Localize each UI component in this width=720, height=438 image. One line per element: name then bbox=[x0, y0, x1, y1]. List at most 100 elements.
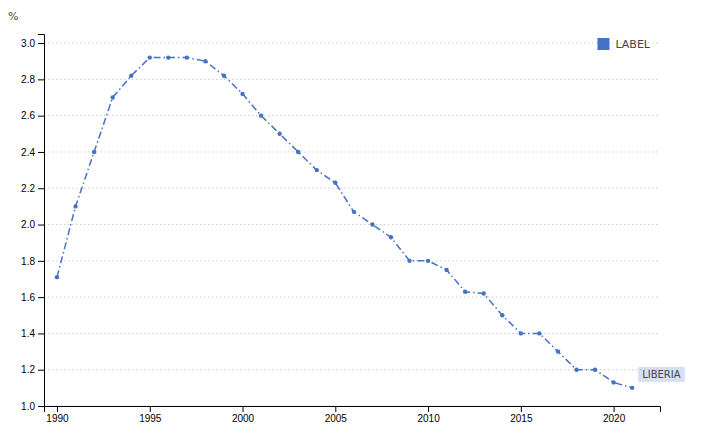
x-tick-label: 2000 bbox=[232, 413, 255, 424]
y-tick-label: 1.6 bbox=[21, 292, 35, 303]
grid-line bbox=[44, 188, 660, 189]
y-tick-mark bbox=[38, 188, 44, 189]
y-tick-label: 2.8 bbox=[21, 74, 35, 85]
point bbox=[296, 150, 300, 154]
x-tick-mark bbox=[428, 406, 429, 412]
point bbox=[259, 113, 263, 117]
y-tick-label: 2.2 bbox=[21, 183, 35, 194]
x-tick: 2010 bbox=[417, 406, 440, 424]
annotation-box bbox=[638, 367, 685, 382]
point bbox=[426, 259, 430, 263]
point bbox=[537, 331, 541, 335]
y-tick: 2.8 bbox=[21, 74, 44, 85]
point bbox=[277, 132, 281, 136]
x-tick-mark bbox=[335, 406, 336, 412]
y-tick: 1.0 bbox=[21, 401, 44, 412]
y-tick-mark bbox=[38, 152, 44, 153]
y-tick-label: 1.2 bbox=[21, 364, 35, 375]
legend-label: LABEL bbox=[615, 38, 650, 51]
x-tick: 2000 bbox=[232, 406, 255, 424]
legend-swatch bbox=[597, 38, 609, 50]
y-tick-label: 2.6 bbox=[21, 110, 35, 121]
point bbox=[389, 235, 393, 239]
y-tick: 1.2 bbox=[21, 364, 44, 375]
point bbox=[222, 74, 226, 78]
x-tick: 1990 bbox=[46, 406, 69, 424]
y-tick-label: 2.0 bbox=[21, 219, 35, 230]
point bbox=[240, 92, 244, 96]
x-tick-mark bbox=[57, 406, 58, 412]
point bbox=[148, 55, 152, 59]
point bbox=[73, 204, 77, 208]
y-tick-mark bbox=[38, 333, 44, 334]
y-tick-label: 1.0 bbox=[21, 401, 35, 412]
y-tick: 2.6 bbox=[21, 110, 44, 121]
point bbox=[611, 380, 615, 384]
x-tick-mark bbox=[521, 406, 522, 412]
chart: 1990 1995 2000 2005 2010 2015 2020 1.0 1.2 1.4 1.6… bbox=[0, 0, 720, 438]
y-tick: 1.6 bbox=[21, 292, 44, 303]
x-tick: 1995 bbox=[139, 406, 162, 424]
x-tick-label: 2015 bbox=[510, 413, 533, 424]
plot: 1990 1995 2000 2005 2010 2015 2020 1.0 1.2 1.4 1.6… bbox=[8, 10, 685, 424]
x-tick-mark bbox=[150, 406, 151, 412]
point bbox=[556, 349, 560, 353]
x-tick-label: 1995 bbox=[139, 413, 162, 424]
y-tick: 3.0 bbox=[21, 38, 44, 49]
point bbox=[203, 59, 207, 63]
point bbox=[630, 386, 634, 390]
y-tick: 2.2 bbox=[21, 183, 44, 194]
annotation: LIBERIA bbox=[638, 367, 685, 382]
y-tick: 2.4 bbox=[21, 147, 44, 158]
y-tick: 1.4 bbox=[21, 328, 44, 339]
y-tick-mark bbox=[38, 79, 44, 80]
y-axis-label: % bbox=[8, 10, 18, 23]
point bbox=[110, 95, 114, 99]
x-tick-mark bbox=[614, 406, 615, 412]
y-tick-label: 1.4 bbox=[21, 328, 35, 339]
x-tick-label: 2020 bbox=[603, 413, 626, 424]
grid-line bbox=[44, 43, 660, 44]
point bbox=[519, 331, 523, 335]
point bbox=[166, 55, 170, 59]
point bbox=[333, 181, 337, 185]
marks bbox=[55, 55, 635, 390]
grid-line bbox=[44, 333, 660, 334]
y-tick-mark bbox=[38, 406, 44, 407]
y-tick-mark bbox=[38, 43, 44, 44]
point bbox=[574, 368, 578, 372]
point bbox=[482, 291, 486, 295]
grid-line bbox=[44, 260, 660, 261]
point bbox=[407, 259, 411, 263]
grid-line bbox=[44, 369, 660, 370]
y-tick-mark bbox=[38, 116, 44, 117]
point bbox=[500, 313, 504, 317]
x-axis-line bbox=[45, 407, 661, 413]
x-tick-label: 1990 bbox=[46, 413, 69, 424]
point bbox=[315, 168, 319, 172]
point bbox=[593, 368, 597, 372]
y-tick-label: 1.8 bbox=[21, 256, 35, 267]
legend: LABEL bbox=[597, 38, 650, 51]
x-tick-mark bbox=[243, 406, 244, 412]
y-tick-mark bbox=[38, 370, 44, 371]
x-tick: 2005 bbox=[325, 406, 348, 424]
y-tick: 1.8 bbox=[21, 256, 44, 267]
point bbox=[463, 289, 467, 293]
y-axis-line bbox=[38, 35, 45, 407]
x-tick: 2020 bbox=[603, 406, 626, 424]
series-line bbox=[57, 58, 632, 388]
point bbox=[92, 150, 96, 154]
x-axis: 1990 1995 2000 2005 2010 2015 2020 bbox=[45, 406, 661, 424]
point bbox=[185, 55, 189, 59]
annotation-text: LIBERIA bbox=[642, 369, 681, 380]
x-tick: 2015 bbox=[510, 406, 533, 424]
point bbox=[55, 275, 59, 279]
point bbox=[129, 74, 133, 78]
point bbox=[352, 210, 356, 214]
legend-item: LABEL bbox=[597, 38, 650, 51]
grid-line bbox=[44, 297, 660, 298]
y-tick-label: 3.0 bbox=[21, 38, 35, 49]
y-tick-mark bbox=[38, 297, 44, 298]
grid-line bbox=[44, 79, 660, 80]
